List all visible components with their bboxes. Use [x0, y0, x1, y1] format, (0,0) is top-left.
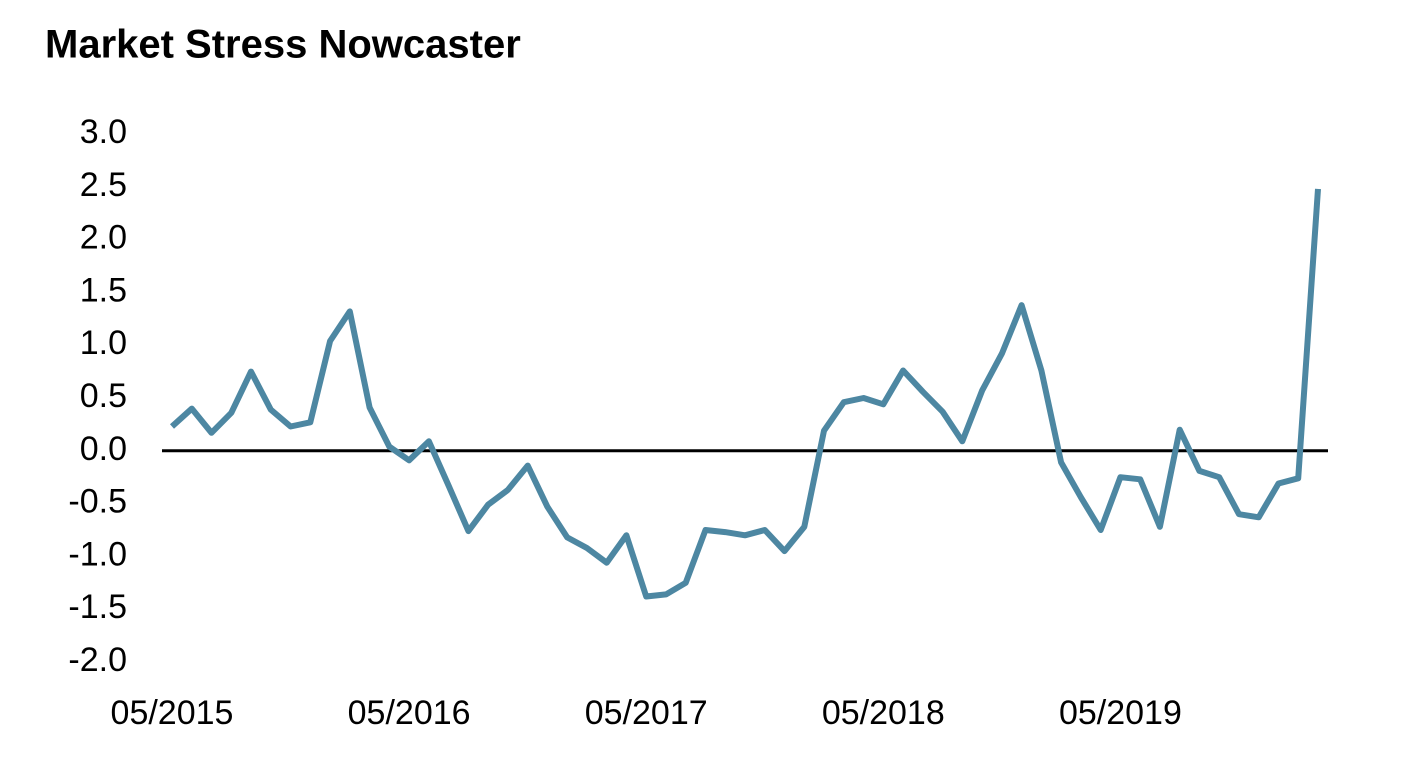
- y-tick-label: 2.5: [80, 166, 127, 204]
- y-tick-label: -0.5: [68, 483, 127, 521]
- x-tick-label: 05/2015: [111, 694, 234, 732]
- y-tick-label: 0.0: [80, 430, 127, 468]
- x-tick-label: 05/2017: [585, 694, 708, 732]
- y-tick-label: 0.5: [80, 377, 127, 415]
- y-tick-label: 3.0: [80, 113, 127, 151]
- chart-title: Market Stress Nowcaster: [45, 23, 521, 67]
- y-tick-label: 2.0: [80, 219, 127, 257]
- x-tick-label: 05/2019: [1059, 694, 1182, 732]
- data-line: [169, 188, 1321, 600]
- y-tick-label: 1.0: [80, 324, 127, 362]
- x-tick-label: 05/2018: [822, 694, 945, 732]
- y-tick-label: -1.5: [68, 588, 127, 626]
- y-tick-label: 1.5: [80, 271, 127, 309]
- x-tick-label: 05/2016: [348, 694, 471, 732]
- y-tick-label: -2.0: [68, 641, 127, 679]
- y-tick-label: -1.0: [68, 535, 127, 573]
